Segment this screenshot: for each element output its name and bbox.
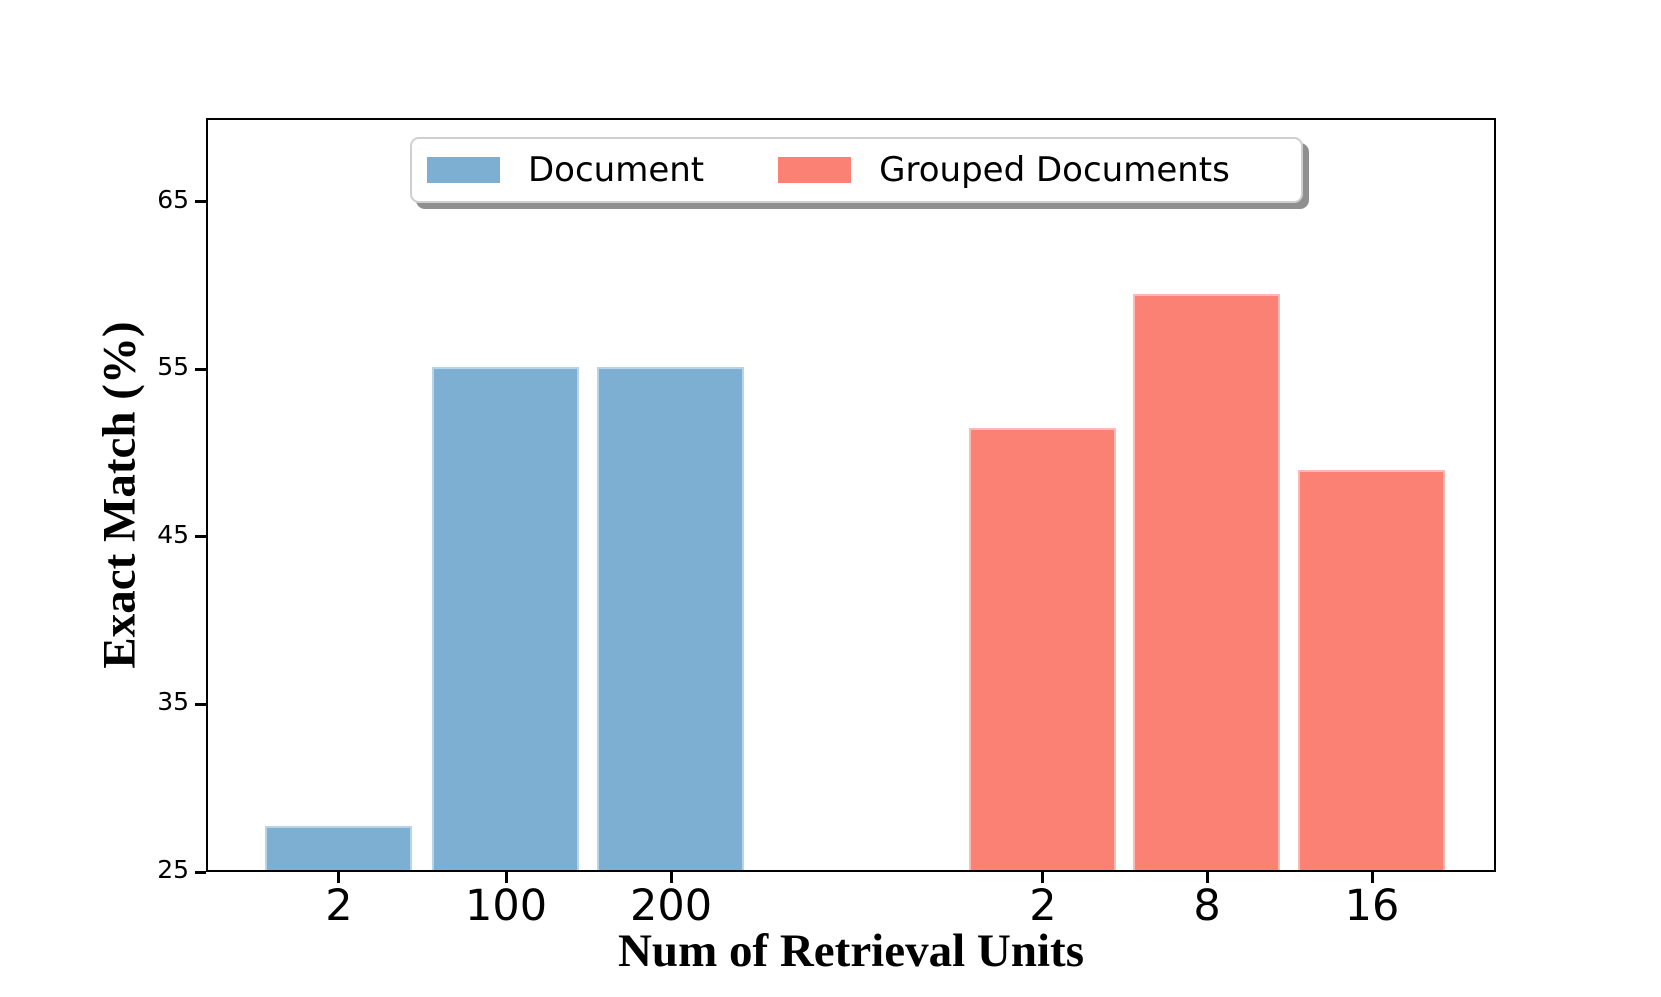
x-tick-mark: [1370, 872, 1374, 883]
x-tick-label: 2: [325, 881, 353, 931]
y-tick-label: 25: [157, 855, 189, 884]
x-tick-mark: [1041, 872, 1045, 883]
bar-grouped-documents-2: [968, 427, 1116, 870]
x-tick-mark: [337, 872, 341, 883]
y-tick-mark: [195, 200, 206, 204]
x-tick-label: 100: [465, 881, 548, 931]
legend-item-document: Document: [427, 150, 704, 190]
x-tick-label: 8: [1193, 881, 1221, 931]
y-tick-mark: [195, 702, 206, 706]
bar-document-100: [432, 367, 580, 870]
legend-swatch-grouped-documents: [778, 157, 852, 183]
plot-area: [206, 118, 1496, 872]
legend-item-grouped-documents: Grouped Documents: [778, 150, 1230, 190]
y-tick-mark: [195, 535, 206, 539]
legend-label-document: Document: [528, 150, 705, 190]
y-tick-label: 45: [157, 519, 189, 549]
bar-document-200: [597, 367, 745, 870]
y-tick-label: 55: [157, 352, 189, 382]
x-tick-label: 16: [1344, 881, 1400, 931]
bar-grouped-documents-16: [1298, 469, 1446, 870]
y-axis-label-wrap: Exact Match (%): [70, 118, 170, 872]
y-tick-label: 65: [157, 184, 189, 214]
legend: Document Grouped Documents: [410, 137, 1303, 203]
x-tick-mark: [1205, 872, 1209, 883]
y-tick-mark: [195, 870, 206, 874]
legend-label-grouped-documents: Grouped Documents: [879, 150, 1230, 190]
x-tick-label: 200: [629, 881, 713, 931]
legend-swatch-document: [427, 157, 500, 183]
x-tick-mark: [504, 872, 508, 883]
x-tick-mark: [669, 872, 673, 883]
x-axis-label: Num of Retrieval Units: [617, 925, 1084, 977]
y-tick-label: 35: [157, 687, 189, 717]
bar-document-2: [264, 826, 413, 870]
y-tick-mark: [195, 367, 206, 371]
x-tick-label: 2: [1029, 881, 1057, 931]
bar-grouped-documents-8: [1133, 293, 1281, 870]
